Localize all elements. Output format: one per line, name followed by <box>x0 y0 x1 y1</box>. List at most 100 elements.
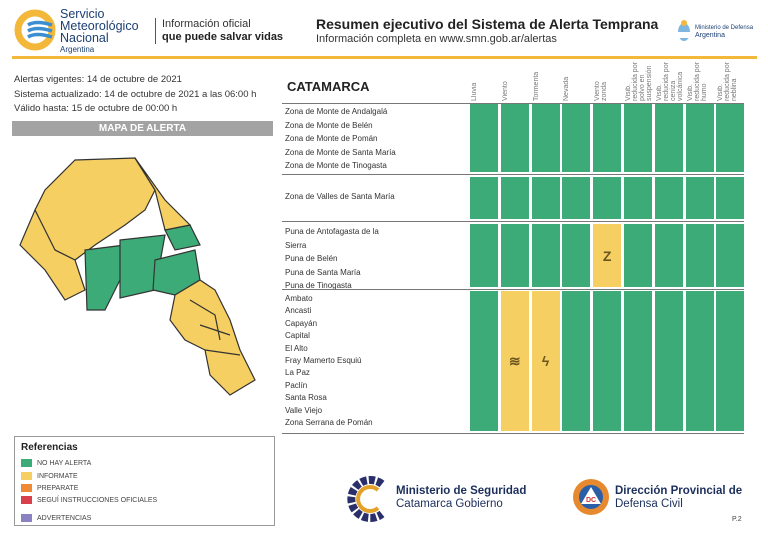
column-header: Viento zonda <box>594 81 609 101</box>
zone-name: La Paz <box>285 368 310 378</box>
column-header: Visib. reducida por ceniza volcánica <box>655 62 684 101</box>
system-updated: Sistema actualizado: 14 de octubre de 20… <box>14 89 257 100</box>
province-name: CATAMARCA <box>287 79 370 94</box>
alert-cell-verde[interactable] <box>470 177 498 219</box>
alert-cell-verde[interactable] <box>531 224 560 287</box>
alert-cell-verde[interactable] <box>685 224 714 287</box>
page-title: Resumen ejecutivo del Sistema de Alerta … <box>316 16 659 32</box>
column-header: Viento <box>501 81 509 101</box>
ref-advertencias: ADVERTENCIAS <box>21 514 91 522</box>
zone-name: Zona de Monte de Pomán <box>285 134 378 143</box>
ministry-defense: Ministerio de Defensa Argentina <box>695 25 754 39</box>
alert-cell-verde[interactable] <box>470 104 498 172</box>
alert-cell-verde[interactable] <box>624 177 652 219</box>
alert-cell-amarillo[interactable]: ϟ <box>531 291 560 431</box>
alert-cell-verde[interactable] <box>500 224 529 287</box>
zone-name: Zona de Valles de Santa María <box>285 192 395 201</box>
alert-cell-verde[interactable] <box>654 291 683 431</box>
map-region-green-west <box>84 244 126 311</box>
alert-cell-verde[interactable] <box>685 291 714 431</box>
coat-of-arms-icon <box>678 20 690 41</box>
alert-cell-verde[interactable] <box>654 224 683 287</box>
zone-name: Capital <box>285 331 310 341</box>
ministry-security: Ministerio de Seguridad Catamarca Gobiern… <box>396 485 527 510</box>
alert-cell-verde[interactable] <box>654 104 683 172</box>
alert-cell-verde[interactable] <box>685 104 714 172</box>
alert-cell-amarillo[interactable]: Z <box>593 224 622 287</box>
zone-name: Zona de Monte de Santa María <box>285 147 396 157</box>
catamarca-logo-icon <box>347 476 385 522</box>
alert-cell-verde[interactable] <box>716 177 745 219</box>
zone-name: Fray Mamerto Esquiú <box>285 356 362 365</box>
column-header: Visib. reducida por neblina <box>717 62 739 101</box>
alert-cell-verde[interactable] <box>562 224 591 287</box>
alert-cell-verde[interactable] <box>716 224 745 287</box>
alert-cell-verde[interactable] <box>562 177 591 219</box>
alert-cell-verde[interactable] <box>624 104 652 172</box>
zone-name: Zona de Monte de Andalgalá <box>285 107 388 116</box>
zone-name: Puna de Antofagasta de la <box>285 227 379 236</box>
ref-informate: INFORMATE <box>21 472 78 480</box>
svg-text:DC: DC <box>586 497 596 504</box>
map-region-north <box>134 157 192 231</box>
alert-cell-verde[interactable] <box>593 104 622 172</box>
ref-preparate: PREPARATE <box>21 484 78 492</box>
ref-no-alert: NO HAY ALERTA <box>21 459 91 467</box>
column-header: Visib. reducida por polvo en suspensión <box>625 62 653 101</box>
divider <box>282 433 744 434</box>
alert-map <box>19 157 256 396</box>
smn-name: Servicio Meteorológico Nacional Argentina <box>60 7 139 54</box>
zone-name: Zona de Monte de Tinogasta <box>285 161 387 170</box>
ref-segui: SEGUÍ INSTRUCCIONES OFICIALES <box>21 496 157 504</box>
alert-cell-verde[interactable] <box>716 291 745 431</box>
map-title: MAPA DE ALERTA <box>12 121 273 136</box>
column-header: Nevada <box>563 76 571 101</box>
references-box: Referencias NO HAY ALERTA INFORMATE PREP… <box>14 436 275 526</box>
map-region-east <box>169 279 256 396</box>
alert-cell-verde[interactable] <box>685 177 714 219</box>
zone-name: Valle Viejo <box>285 405 323 415</box>
divider <box>282 103 744 104</box>
alert-cell-verde[interactable] <box>470 224 498 287</box>
zone-name: Sierra <box>285 240 307 250</box>
alerts-current: Alertas vigentes: 14 de octubre de 2021 <box>14 74 182 85</box>
zone-name: El Alto <box>285 343 308 353</box>
page-subtitle: Información completa en www.smn.gob.ar/a… <box>316 33 557 45</box>
alert-cell-verde[interactable] <box>716 104 745 172</box>
divider <box>282 174 744 175</box>
tagline: Información oficial que puede salvar vida… <box>155 18 283 44</box>
zone-name: Paclín <box>285 380 308 390</box>
column-header: Tormenta <box>532 71 540 101</box>
zone-name: Ancasti <box>285 306 312 316</box>
alert-cell-verde[interactable] <box>654 177 683 219</box>
zone-name: Zona Serrana de Pomán <box>285 418 373 427</box>
zone-name: Ambato <box>285 294 313 303</box>
alert-cell-verde[interactable] <box>624 291 652 431</box>
civil-defense-logo-icon: DC <box>573 479 609 515</box>
alert-cell-verde[interactable] <box>470 291 498 431</box>
zone-name: Puna de Santa María <box>285 267 361 277</box>
map-region-west <box>19 208 86 301</box>
alert-cell-verde[interactable] <box>593 177 622 219</box>
alert-cell-verde[interactable] <box>500 104 529 172</box>
alert-cell-amarillo[interactable]: ≋ <box>500 291 529 431</box>
divider <box>282 289 744 290</box>
divider <box>282 221 744 222</box>
alert-cell-verde[interactable] <box>624 224 652 287</box>
zone-name: Puna de Tinogasta <box>285 281 352 290</box>
alert-cell-verde[interactable] <box>562 104 591 172</box>
zone-name: Zona de Monte de Belén <box>285 120 373 130</box>
alert-cell-verde[interactable] <box>531 177 560 219</box>
alert-icon: Z <box>602 247 612 264</box>
alert-cell-verde[interactable] <box>593 291 622 431</box>
alert-icon: ϟ <box>541 353 550 369</box>
zone-name: Puna de Belén <box>285 254 338 263</box>
alert-cell-verde[interactable] <box>531 104 560 172</box>
alert-cell-verde[interactable] <box>562 291 591 431</box>
alert-cell-verde[interactable] <box>500 177 529 219</box>
page-number: P.2 <box>732 516 742 523</box>
header-rule <box>12 56 757 59</box>
zone-name: Capayán <box>285 318 318 328</box>
zone-name: Santa Rosa <box>285 393 327 403</box>
valid-until: Válido hasta: 15 de octubre de 00:00 h <box>14 103 178 114</box>
